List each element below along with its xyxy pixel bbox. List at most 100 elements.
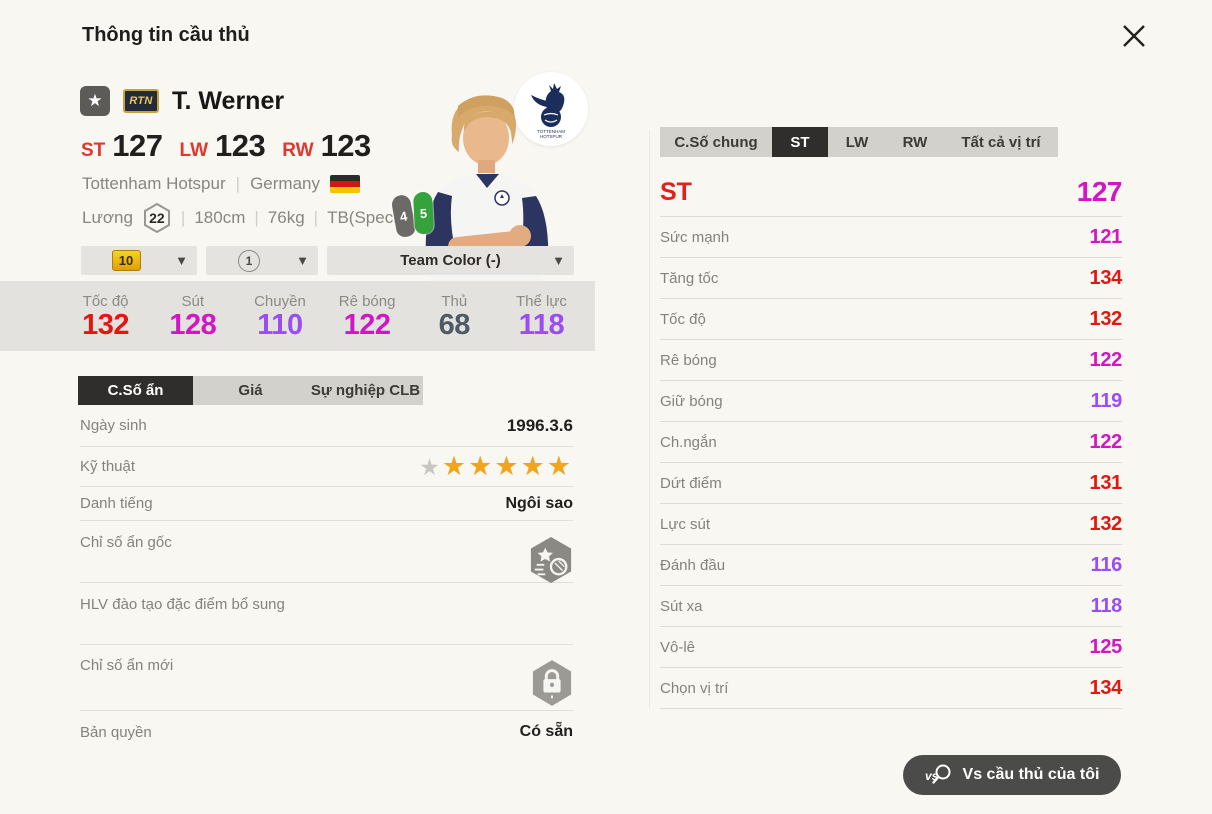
stat-value: 110 [257, 308, 303, 341]
skill-stars: ★★★★★★ [419, 451, 573, 481]
position-stat-tabs: C.Số chung ST LW RW Tất cả vị trí [660, 127, 1058, 157]
tab-hidden-stats[interactable]: C.Số ẩn [78, 376, 193, 405]
row-label: HLV đào tạo đặc điểm bổ sung [80, 596, 285, 613]
quick-stat: Rê bóng 122 [324, 293, 411, 340]
germany-flag-icon [329, 175, 360, 193]
chevron-down-icon: ▼ [296, 252, 309, 268]
grade-badge: 1 [238, 249, 260, 272]
close-button[interactable] [1108, 10, 1160, 62]
row-label: Chỉ số ẩn mới [80, 657, 174, 674]
position-ratings: ST 127 LW 123 RW 123 [81, 128, 371, 164]
row-license: Bản quyền Có sẵn [80, 711, 573, 753]
chevron-down-icon: ▼ [552, 252, 565, 268]
stat-label: Thể lực [516, 292, 567, 310]
tab-general-stats[interactable]: C.Số chung [660, 127, 772, 157]
salary-value: 22 [149, 210, 165, 226]
rating-rw: RW 123 [282, 128, 371, 164]
stat-value: 122 [1089, 348, 1123, 371]
row-label: Bản quyền [80, 723, 152, 741]
cockerel-ball-icon: TOTTENHAM HOTSPUR [531, 83, 565, 139]
separator: | [180, 208, 186, 227]
filter-row: 10 ▼ 1 ▼ Team Color (-) ▼ [81, 246, 574, 275]
stat-value: 68 [438, 308, 471, 341]
player-identity: ★ RTN T. Werner [80, 86, 284, 116]
stat-label: Chuyền [254, 292, 306, 310]
stat-value: 131 [1089, 471, 1123, 494]
stat-label: Vô-lê [660, 638, 696, 656]
stat-label: Ch.ngắn [660, 433, 717, 451]
row-fame: Danh tiếng Ngôi sao [80, 487, 573, 521]
stat-value: 132 [1089, 512, 1123, 535]
position-label: LW [179, 140, 209, 161]
card-class-badge: RTN [123, 89, 159, 113]
player-attributes-row: Lương 22 | 180cm | 76kg | TB(Special) | [82, 202, 429, 234]
tab-rw[interactable]: RW [886, 127, 944, 157]
stat-header-label: ST [660, 177, 692, 206]
stat-value: 118 [1090, 594, 1123, 617]
team-color-label: Team Color (-) [400, 252, 501, 269]
stat-row: Rê bóng 122 [660, 340, 1122, 381]
tab-club-career[interactable]: Sự nghiệp CLB [308, 376, 423, 405]
tab-all-positions[interactable]: Tất cả vị trí [944, 127, 1058, 157]
row-coach-trait: HLV đào tạo đặc điểm bổ sung [80, 583, 573, 645]
stat-row: Dứt điểm 131 [660, 463, 1122, 504]
boot-rating-right: 5 [412, 191, 435, 235]
quick-stat: Sút 128 [149, 293, 236, 340]
row-value: Ngôi sao [505, 494, 573, 512]
stat-row: Tăng tốc 134 [660, 258, 1122, 299]
quick-stat: Chuyền 110 [236, 293, 323, 340]
tab-price[interactable]: Giá [193, 376, 308, 405]
stat-value: 119 [1090, 389, 1123, 412]
compare-with-my-player-button[interactable]: vs Vs cầu thủ của tôi [903, 755, 1121, 795]
stat-label: Lực sút [660, 515, 711, 533]
row-label: Danh tiếng [80, 495, 153, 512]
stat-row: Lực sút 132 [660, 504, 1122, 545]
separator: | [235, 174, 241, 193]
stat-label: Dứt điểm [660, 474, 722, 492]
stat-row: Ch.ngắn 122 [660, 422, 1122, 463]
stat-value: 125 [1089, 635, 1123, 658]
tab-st[interactable]: ST [772, 127, 828, 157]
favorite-star-badge[interactable]: ★ [80, 86, 110, 116]
position-value: 123 [320, 128, 372, 163]
stat-value: 116 [1090, 553, 1123, 576]
stat-label: Sút xa [660, 597, 703, 615]
upgrade-level-dropdown[interactable]: 10 ▼ [81, 246, 197, 275]
level-badge: 10 [111, 250, 141, 271]
rating-lw: LW 123 [180, 128, 266, 164]
stat-row: Giữ bóng 119 [660, 381, 1122, 422]
row-hidden-new: Chỉ số ẩn mới [80, 645, 573, 711]
position-value: 123 [215, 128, 266, 163]
position-label: RW [282, 140, 314, 161]
stat-label: Giữ bóng [660, 392, 723, 410]
salary-hexagon-badge: 22 [142, 202, 172, 234]
row-birthdate: Ngày sinh 1996.3.6 [80, 405, 573, 447]
svg-text:TOTTENHAM: TOTTENHAM [537, 129, 565, 134]
stat-row: Chọn vị trí 134 [660, 668, 1122, 709]
quick-stat: Thủ 68 [411, 293, 498, 340]
team-color-dropdown[interactable]: Team Color (-) ▼ [327, 246, 574, 275]
stat-label: Chọn vị trí [660, 679, 729, 697]
row-skill-moves: Kỹ thuật ★★★★★★ [80, 447, 573, 487]
stat-label: Sức mạnh [660, 228, 730, 246]
stat-label: Rê bóng [338, 292, 396, 310]
stat-value: 122 [1089, 430, 1123, 453]
rating-st: ST 127 [81, 128, 163, 164]
position-label: ST [81, 140, 106, 161]
stat-value: 132 [1089, 307, 1123, 330]
nation-name: Germany [250, 174, 320, 193]
panel-divider [649, 130, 650, 708]
tab-lw[interactable]: LW [828, 127, 886, 157]
row-value: Có sẵn [519, 723, 573, 740]
grade-dropdown[interactable]: 1 ▼ [206, 246, 318, 275]
stat-label: Tốc độ [82, 292, 129, 310]
star-icon: ★ [87, 91, 103, 110]
stat-value: 132 [82, 308, 130, 341]
stat-label: Tăng tốc [660, 269, 719, 287]
lock-icon [531, 659, 573, 712]
compare-button-label: Vs cầu thủ của tôi [962, 766, 1100, 783]
stat-row: Sút xa 118 [660, 586, 1122, 627]
stat-label: Đánh đầu [660, 556, 726, 574]
page-title: Thông tin cầu thủ [82, 24, 250, 46]
